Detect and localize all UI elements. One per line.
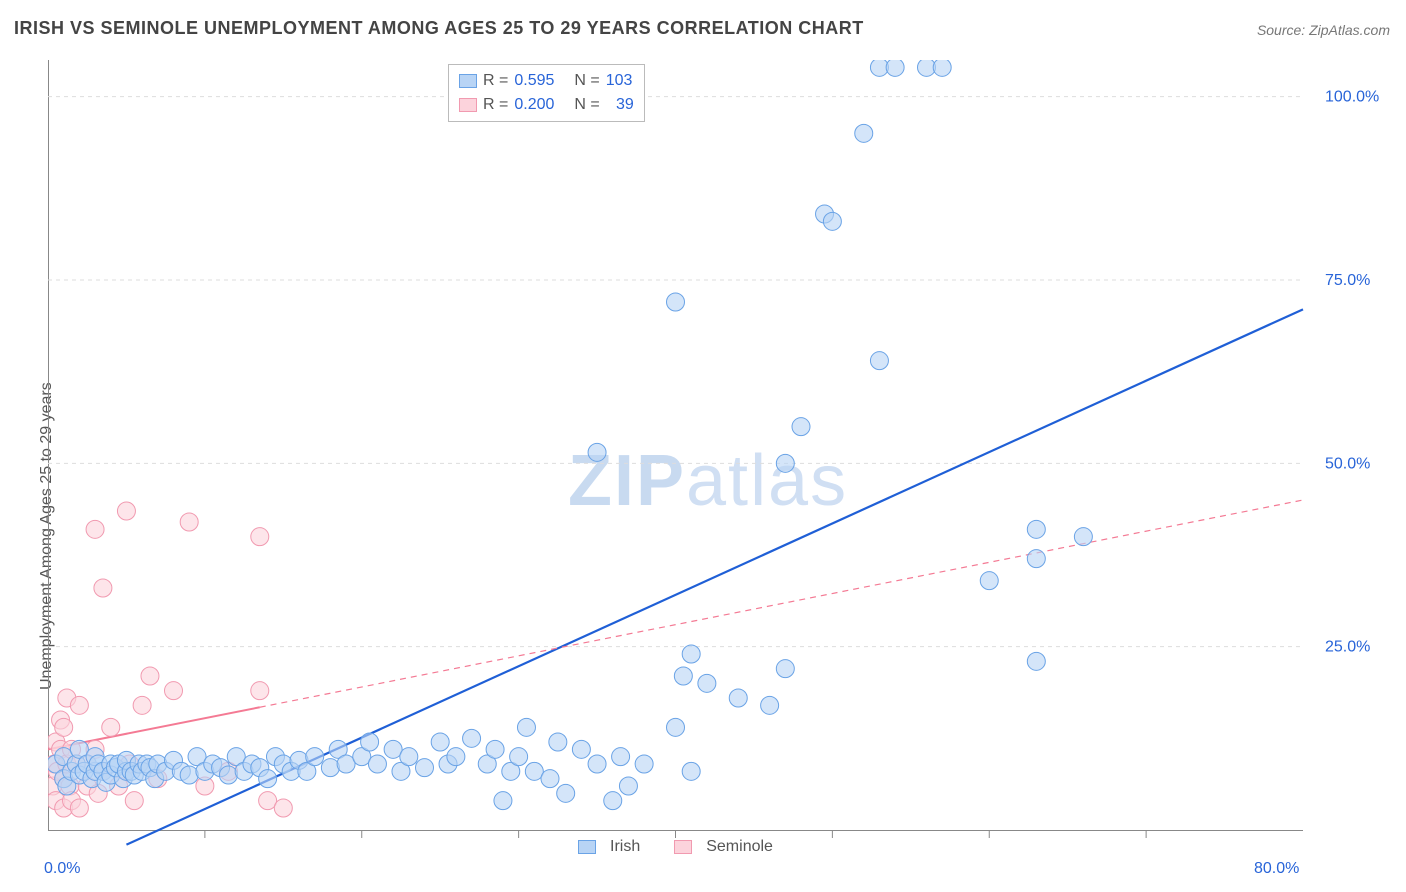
bottom-irish-swatch xyxy=(578,840,596,854)
data-point xyxy=(486,740,504,758)
ytick-label: 75.0% xyxy=(1325,272,1370,289)
data-point xyxy=(674,667,692,685)
data-point xyxy=(588,755,606,773)
data-point xyxy=(133,696,151,714)
data-point xyxy=(219,766,237,784)
data-point xyxy=(306,748,324,766)
r-label: R = xyxy=(483,69,508,93)
bottom-seminole-label: Seminole xyxy=(706,838,773,856)
data-point xyxy=(180,513,198,531)
data-point xyxy=(94,579,112,597)
data-point xyxy=(321,759,339,777)
data-point xyxy=(259,770,277,788)
data-point xyxy=(102,718,120,736)
r-label-2: R = xyxy=(483,93,508,117)
ytick-label: 25.0% xyxy=(1325,639,1370,656)
data-point xyxy=(165,682,183,700)
data-point xyxy=(549,733,567,751)
data-point xyxy=(980,572,998,590)
data-point xyxy=(557,784,575,802)
bottom-seminole-swatch xyxy=(674,840,692,854)
data-point xyxy=(776,454,794,472)
data-point xyxy=(141,667,159,685)
data-point xyxy=(251,528,269,546)
source-attribution: Source: ZipAtlas.com xyxy=(1257,22,1390,38)
data-point xyxy=(251,682,269,700)
bottom-irish-label: Irish xyxy=(610,838,640,856)
seminole-r: 0.200 xyxy=(514,93,554,117)
data-point xyxy=(86,520,104,538)
data-point xyxy=(55,718,73,736)
data-point xyxy=(792,418,810,436)
data-point xyxy=(635,755,653,773)
data-point xyxy=(431,733,449,751)
data-point xyxy=(619,777,637,795)
data-point xyxy=(117,502,135,520)
n-label-2: N = xyxy=(574,93,599,117)
data-point xyxy=(400,748,418,766)
data-point xyxy=(368,755,386,773)
chart-container: IRISH VS SEMINOLE UNEMPLOYMENT AMONG AGE… xyxy=(0,0,1406,892)
data-point xyxy=(612,748,630,766)
seminole-n: 39 xyxy=(606,93,634,117)
data-point xyxy=(604,792,622,810)
data-point xyxy=(517,718,535,736)
data-point xyxy=(1074,528,1092,546)
irish-swatch xyxy=(459,74,477,88)
data-point xyxy=(1027,520,1045,538)
data-point xyxy=(70,799,88,817)
data-point xyxy=(125,792,143,810)
data-point xyxy=(510,748,528,766)
seminole-swatch xyxy=(459,98,477,112)
data-point xyxy=(870,352,888,370)
ytick-label: 100.0% xyxy=(1325,89,1379,106)
data-point xyxy=(933,60,951,76)
chart-title: IRISH VS SEMINOLE UNEMPLOYMENT AMONG AGE… xyxy=(14,18,864,39)
plot-area: Unemployment Among Ages 25 to 29 years Z… xyxy=(48,60,1388,850)
data-point xyxy=(682,645,700,663)
data-point xyxy=(823,212,841,230)
data-point xyxy=(886,60,904,76)
irish-n: 103 xyxy=(606,69,633,93)
xtick-origin: 0.0% xyxy=(44,860,80,878)
svg-layer: 25.0% 50.0% 75.0% 100.0% xyxy=(48,60,1388,850)
ytick-label: 50.0% xyxy=(1325,455,1370,472)
data-point xyxy=(776,660,794,678)
data-point xyxy=(855,124,873,142)
data-point xyxy=(588,443,606,461)
data-point xyxy=(447,748,465,766)
data-point xyxy=(361,733,379,751)
stats-row-irish: R = 0.595 N = 103 xyxy=(459,69,634,93)
data-point xyxy=(70,696,88,714)
data-point xyxy=(463,729,481,747)
data-point xyxy=(667,293,685,311)
stats-row-seminole: R = 0.200 N = 39 xyxy=(459,93,634,117)
data-point xyxy=(761,696,779,714)
data-point xyxy=(729,689,747,707)
data-point xyxy=(274,799,292,817)
data-point xyxy=(667,718,685,736)
n-label: N = xyxy=(574,69,599,93)
data-point xyxy=(572,740,590,758)
data-point xyxy=(1027,550,1045,568)
stats-legend: R = 0.595 N = 103 R = 0.200 N = 39 xyxy=(448,64,645,122)
data-point xyxy=(682,762,700,780)
irish-r: 0.595 xyxy=(514,69,554,93)
data-point xyxy=(1027,652,1045,670)
data-point xyxy=(541,770,559,788)
bottom-legend: Irish Seminole xyxy=(578,838,773,856)
data-point xyxy=(698,674,716,692)
xtick-end: 80.0% xyxy=(1254,860,1299,878)
data-point xyxy=(416,759,434,777)
data-point xyxy=(180,766,198,784)
data-point xyxy=(494,792,512,810)
